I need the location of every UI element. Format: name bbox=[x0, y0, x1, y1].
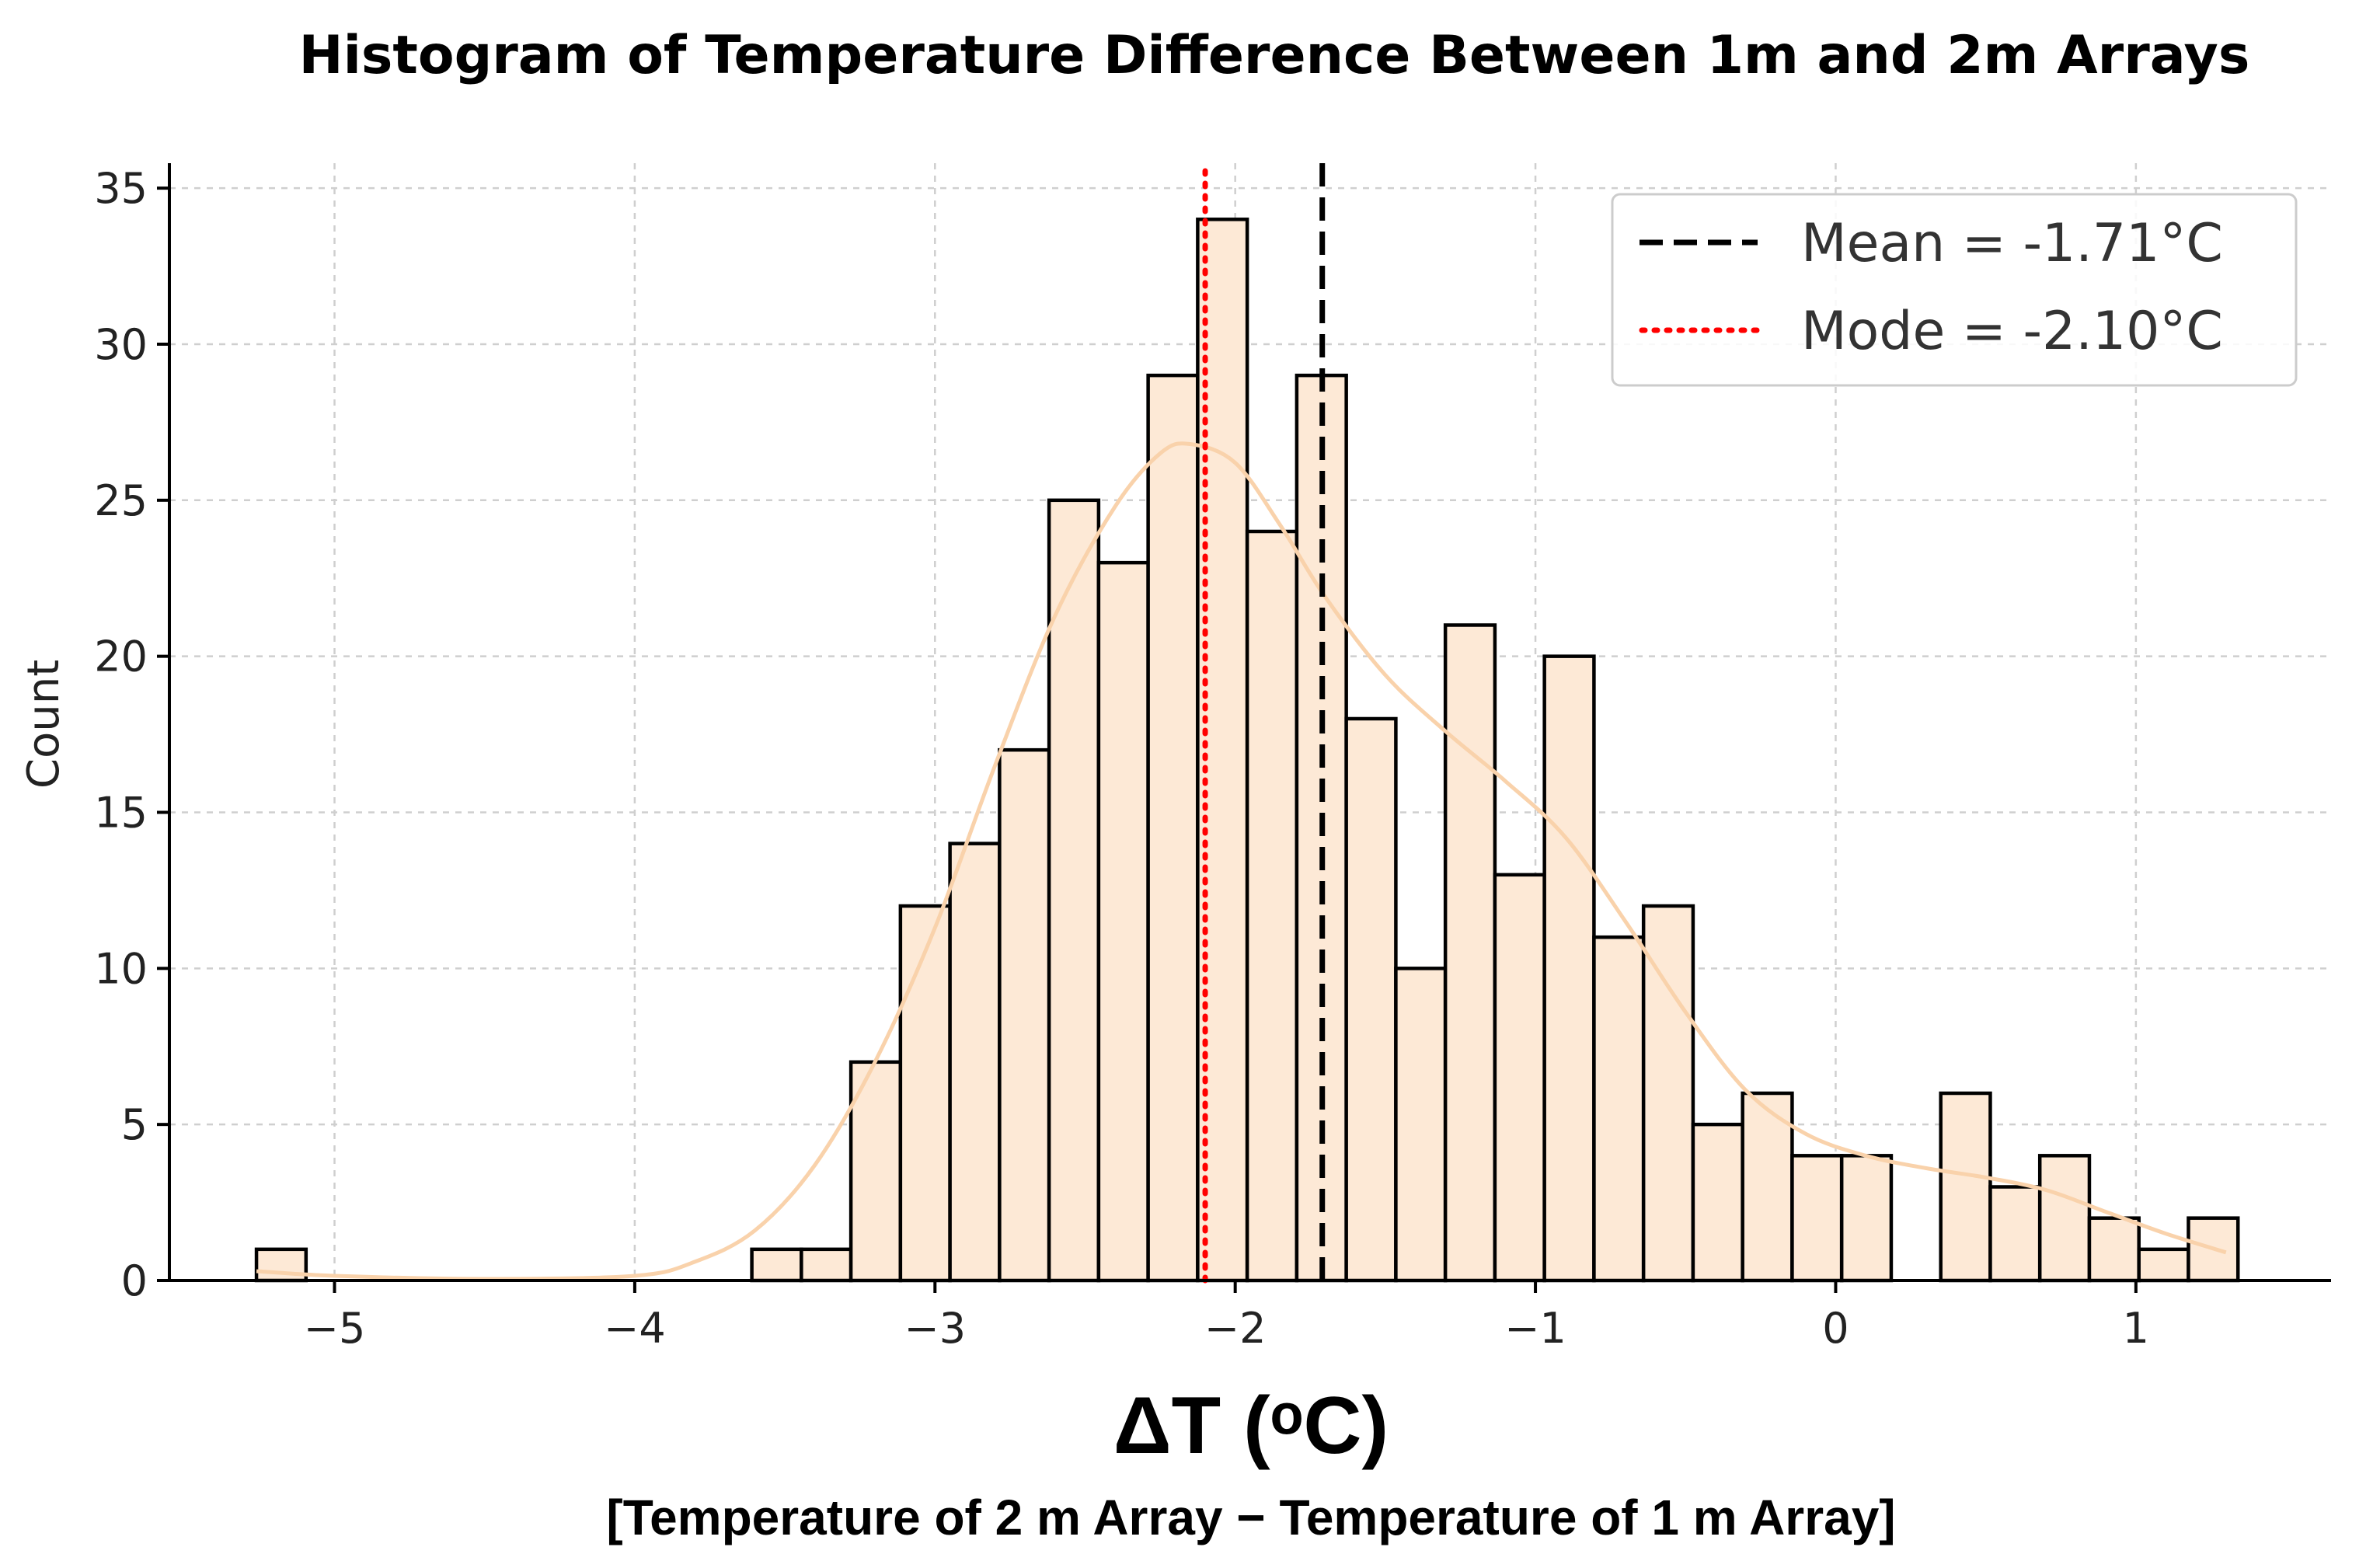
x-axis-ticks: −5 −4 −3 −2 −1 0 1 bbox=[304, 1281, 2149, 1353]
legend-mode-label: Mode = -2.10°C bbox=[1801, 301, 2223, 362]
x-axis-label: ΔT (ᵒC) bbox=[1113, 1381, 1389, 1471]
x-tick-label: −2 bbox=[1204, 1304, 1267, 1353]
histogram-bar bbox=[1245, 529, 1299, 1283]
y-tick-label: 15 bbox=[94, 788, 148, 837]
histogram-bar bbox=[1691, 1122, 1744, 1283]
x-tick-label: −3 bbox=[904, 1304, 966, 1353]
legend-box bbox=[1611, 193, 2298, 387]
histogram-bar bbox=[1988, 1185, 2042, 1283]
histogram-bar bbox=[1443, 623, 1497, 1283]
y-tick-label: 20 bbox=[94, 632, 148, 681]
x-tick-label: −5 bbox=[304, 1304, 366, 1353]
legend-mean-label: Mean = -1.71°C bbox=[1801, 213, 2223, 274]
y-tick-label: 35 bbox=[94, 164, 148, 213]
x-axis-sublabel: [Temperature of 2 m Array − Temperature … bbox=[606, 1490, 1895, 1545]
histogram-bar bbox=[1394, 967, 1448, 1283]
histogram-bar bbox=[800, 1247, 853, 1283]
histogram-bar bbox=[2087, 1216, 2141, 1283]
histogram-bar bbox=[898, 904, 952, 1283]
histogram-bar bbox=[1344, 716, 1398, 1283]
x-tick-label: −1 bbox=[1504, 1304, 1566, 1353]
legend: Mean = -1.71°C Mode = -2.10°C bbox=[1611, 193, 2298, 387]
y-axis-ticks: 0 5 10 15 20 25 30 35 bbox=[94, 164, 169, 1305]
y-axis-label: Count bbox=[19, 660, 69, 789]
histogram-bar bbox=[998, 747, 1051, 1283]
y-tick-label: 10 bbox=[94, 944, 148, 993]
histogram-bar bbox=[1641, 904, 1695, 1283]
histogram-bar bbox=[750, 1247, 803, 1283]
chart-title: Histogram of Temperature Difference Betw… bbox=[299, 25, 2250, 86]
axes bbox=[168, 163, 2331, 1282]
kde-curve bbox=[256, 441, 2227, 1281]
histogram-bar bbox=[2187, 1216, 2240, 1283]
y-tick-label: 5 bbox=[121, 1100, 148, 1149]
histogram-bar bbox=[948, 841, 1002, 1283]
histogram-bars bbox=[254, 218, 2240, 1283]
x-tick-label: 0 bbox=[1822, 1304, 1849, 1353]
histogram-bar bbox=[1493, 873, 1546, 1283]
histogram-bar bbox=[2137, 1247, 2190, 1283]
y-tick-label: 30 bbox=[94, 320, 148, 369]
x-tick-label: 1 bbox=[2123, 1304, 2149, 1353]
histogram-bar bbox=[1839, 1154, 1894, 1283]
histogram-bar bbox=[1790, 1154, 1844, 1283]
histogram-bar bbox=[1741, 1091, 1794, 1283]
y-tick-label: 0 bbox=[121, 1256, 148, 1305]
histogram-bar bbox=[1939, 1091, 1992, 1283]
histogram-bar bbox=[2037, 1154, 2092, 1283]
y-tick-label: 25 bbox=[94, 476, 148, 525]
x-tick-label: −4 bbox=[604, 1304, 666, 1353]
histogram-bar bbox=[1146, 373, 1200, 1283]
histogram-bar bbox=[1047, 498, 1101, 1283]
histogram-bar bbox=[1592, 935, 1646, 1283]
histogram-bar bbox=[1542, 654, 1596, 1283]
histogram-bar bbox=[1096, 560, 1150, 1283]
